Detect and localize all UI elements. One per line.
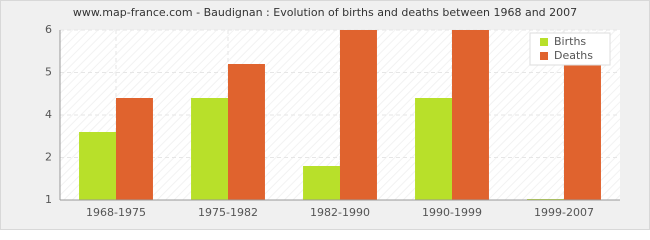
y-tick-label: 2: [45, 151, 52, 164]
bar: [79, 132, 116, 200]
x-tick-label: 1982-1990: [310, 206, 370, 219]
legend-swatch: [540, 52, 548, 60]
chart: www.map-france.com - Baudignan : Evoluti…: [0, 0, 650, 230]
bar: [116, 98, 153, 200]
bar: [228, 64, 265, 200]
x-tick-label: 1975-1982: [198, 206, 258, 219]
bar: [191, 98, 228, 200]
legend-label: Births: [554, 35, 586, 48]
bar: [340, 30, 377, 200]
bar: [415, 98, 452, 200]
y-tick-label: 4: [45, 108, 52, 121]
x-tick-label: 1990-1999: [422, 206, 482, 219]
y-tick-label: 6: [45, 23, 52, 36]
chart-title: www.map-france.com - Baudignan : Evoluti…: [73, 6, 577, 19]
x-tick-label: 1968-1975: [86, 206, 146, 219]
legend-label: Deaths: [554, 49, 593, 62]
x-tick-label: 1999-2007: [534, 206, 594, 219]
bar: [303, 166, 340, 200]
y-tick-label: 5: [45, 66, 52, 79]
y-tick-label: 1: [45, 193, 52, 206]
bar: [564, 64, 601, 200]
legend-swatch: [540, 38, 548, 46]
bar: [452, 30, 489, 200]
